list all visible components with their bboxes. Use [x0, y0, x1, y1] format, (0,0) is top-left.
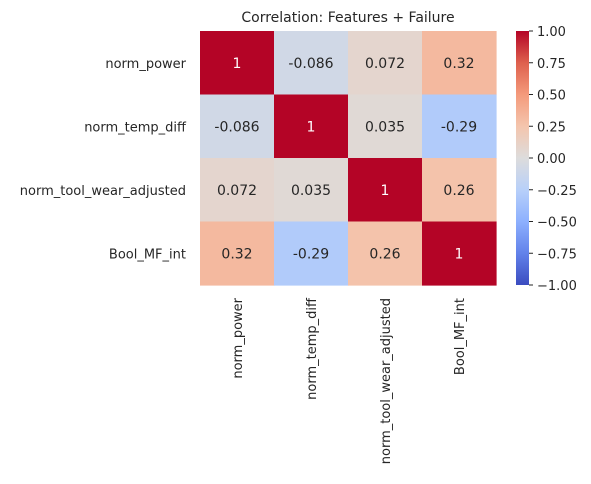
- cell-value-label: 0.072: [217, 183, 257, 199]
- cell-value-label: 1: [233, 56, 242, 72]
- column-label: norm_tool_wear_adjusted: [379, 298, 394, 464]
- cell-value-label: 0.26: [369, 246, 400, 262]
- heatmap-cell: [274, 94, 349, 159]
- cell-value-label: 1: [307, 119, 316, 135]
- column-label: Bool_MF_int: [453, 298, 468, 375]
- heatmap-cell: [200, 31, 275, 96]
- heatmap-cell: [422, 31, 497, 96]
- heatmap-cell: [422, 94, 497, 159]
- row-labels: norm_power norm_temp_diff norm_tool_wear_a…: [20, 57, 187, 263]
- heatmap-cell: [274, 31, 349, 96]
- heatmap-cell: [200, 94, 275, 159]
- cell-value-label: 1: [381, 183, 390, 199]
- cell-value-label: 0.035: [365, 119, 405, 135]
- colorbar-tick-label: −1.00: [537, 279, 577, 294]
- column-label: norm_power: [231, 297, 246, 378]
- cell-value-label: 0.32: [443, 56, 474, 72]
- cell-value-label: -0.29: [441, 119, 477, 135]
- colorbar-tick-label: 1.00: [537, 25, 566, 40]
- colorbar-tick-label: 0.50: [537, 89, 566, 104]
- heatmap-cell: [348, 94, 423, 159]
- row-label: Bool_MF_int: [109, 247, 186, 262]
- row-label: norm_temp_diff: [84, 120, 187, 135]
- heatmap-cell: [348, 158, 423, 223]
- cell-value-label: -0.086: [214, 119, 259, 135]
- colorbar: [516, 31, 529, 285]
- cell-value-label: 0.072: [365, 56, 405, 72]
- cell-value-label: 0.035: [291, 183, 331, 199]
- colorbar-tick-label: 0.00: [537, 152, 566, 167]
- chart-title: Correlation: Features + Failure: [241, 10, 454, 26]
- colorbar-tick-label: −0.75: [537, 247, 577, 262]
- cell-value-label: 0.26: [443, 183, 474, 199]
- heatmap-cell: [200, 221, 275, 286]
- heatmap-cell: [348, 31, 423, 96]
- colorbar-tick-label: −0.25: [537, 184, 577, 199]
- row-label: norm_tool_wear_adjusted: [20, 184, 186, 199]
- column-labels: norm_power norm_temp_diff norm_tool_wear_a…: [231, 297, 468, 464]
- colorbar-tick-label: 0.25: [537, 120, 566, 135]
- heatmap-cell: [422, 221, 497, 286]
- cell-value-label: -0.29: [293, 246, 329, 262]
- heatmap-cell: [422, 158, 497, 223]
- cell-value-label: 0.32: [221, 246, 252, 262]
- row-label: norm_power: [105, 57, 186, 72]
- cell-value-label: 1: [455, 246, 464, 262]
- colorbar-tick-label: −0.50: [537, 216, 577, 231]
- heatmap-cell: [348, 221, 423, 286]
- heatmap-cell: [274, 221, 349, 286]
- heatmap-cells: 1 -0.086 0.072 0.32 -0.086 1 0.035 -0.29 0.072 0.…: [200, 31, 497, 286]
- column-label: norm_temp_diff: [305, 297, 320, 400]
- cell-value-label: -0.086: [288, 56, 333, 72]
- colorbar-ticks: 1.00 0.75 0.50 0.25 0.00 −0.25 −0.50 −0.75 −1.00: [529, 25, 577, 294]
- heatmap-cell: [200, 158, 275, 223]
- heatmap-cell: [274, 158, 349, 223]
- colorbar-tick-label: 0.75: [537, 57, 566, 72]
